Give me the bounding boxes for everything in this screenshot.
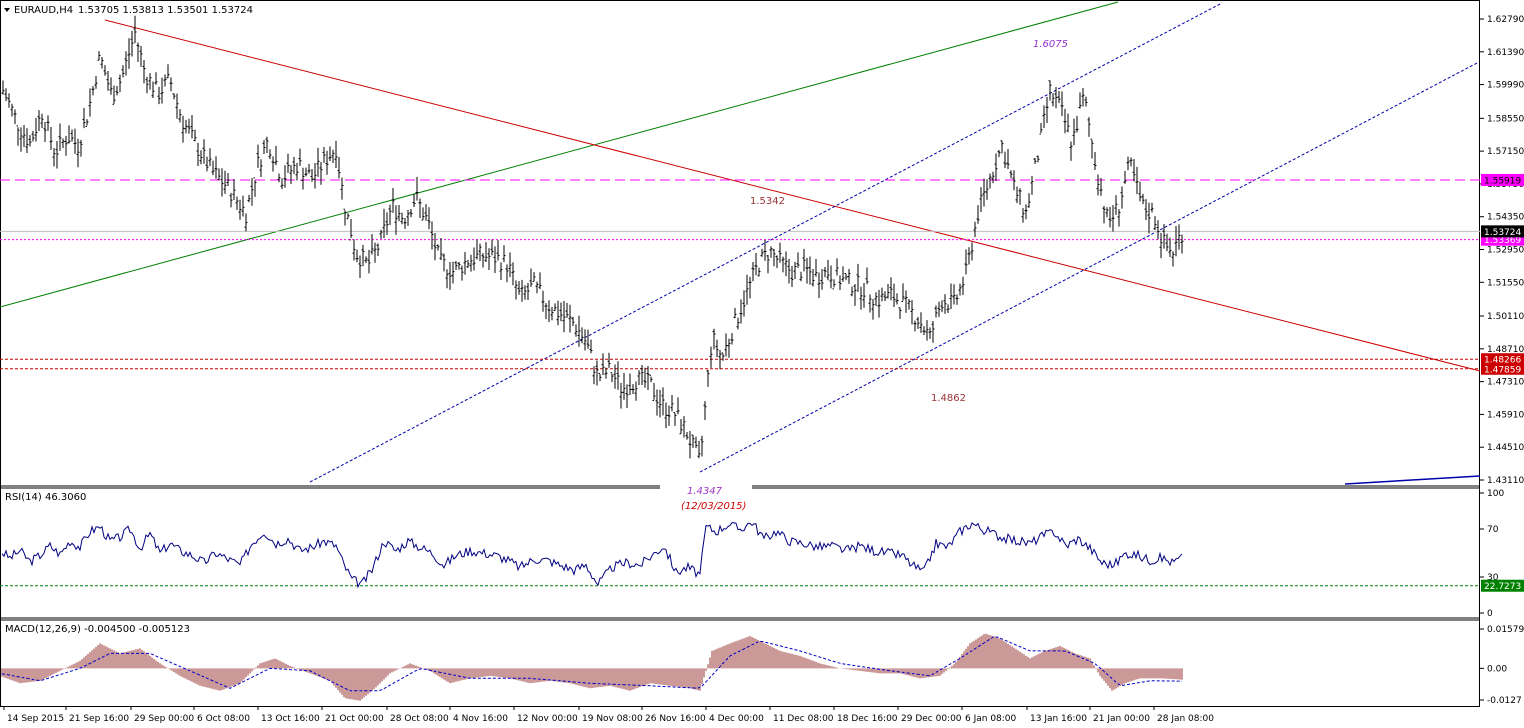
price-annotation: 1.5342 xyxy=(750,196,785,207)
rsi-pane: 100 70 30 0 22.7273 xyxy=(0,489,1524,619)
time-tick-label: 19 Nov 08:00 xyxy=(582,714,643,724)
price-tick-label: 1.52950 xyxy=(1487,246,1524,256)
dropdown-triangle-icon[interactable] xyxy=(4,8,10,12)
channel-lower-line[interactable] xyxy=(699,62,1478,473)
price-tick-label: 1.50110 xyxy=(1487,312,1524,322)
price-tick-label: 1.62790 xyxy=(1487,15,1524,25)
price-tick-label: 1.51550 xyxy=(1487,278,1524,288)
price-annotation: 1.6075 xyxy=(1033,39,1068,50)
price-annotation: 1.4862 xyxy=(931,393,966,404)
time-tick-label: 26 Nov 16:00 xyxy=(645,714,706,724)
rsi-tick-label: 0 xyxy=(1487,609,1493,619)
price-tick-label: 1.58550 xyxy=(1487,114,1524,124)
price-tick-label: 1.54350 xyxy=(1487,213,1524,223)
time-tick-label: 29 Dec 00:00 xyxy=(901,714,962,724)
time-tick-label: 11 Dec 08:00 xyxy=(773,714,834,724)
price-tag: 1.47859 xyxy=(1481,362,1524,375)
channel-upper-line[interactable] xyxy=(309,2,1223,483)
time-tick-label: 21 Jan 00:00 xyxy=(1093,714,1150,724)
price-annotation: 1.4347 xyxy=(687,486,723,497)
time-tick-label: 14 Sep 2015 xyxy=(7,714,64,724)
time-tick-label: 28 Jan 08:00 xyxy=(1157,714,1214,724)
price-tick-label: 1.45910 xyxy=(1487,410,1524,420)
price-tick-label: 1.59990 xyxy=(1487,81,1524,91)
rsi-tick-label: 30 xyxy=(1487,573,1499,583)
time-tick-label: 4 Dec 00:00 xyxy=(709,714,764,724)
ohlc-label: 1.53705 1.53813 1.53501 1.53724 xyxy=(78,5,253,16)
price-tick-label: 1.57150 xyxy=(1487,147,1524,157)
price-tag: 1.48266 xyxy=(1481,353,1524,366)
macd-tick-label: -0.0127 xyxy=(1487,696,1522,706)
price-tag-bg xyxy=(1481,362,1524,375)
red-trendline[interactable] xyxy=(104,19,1481,372)
green-trendline[interactable] xyxy=(0,1,1119,308)
time-tick-label: 28 Oct 08:00 xyxy=(390,714,449,724)
symbol-label: EURAUD,H4 xyxy=(14,5,73,16)
macd-signal-line xyxy=(1,636,1182,692)
rsi-tick-label: 100 xyxy=(1487,489,1504,499)
time-tick-label: 29 Sep 00:00 xyxy=(134,714,194,724)
price-tag-bg xyxy=(1481,353,1524,366)
macd-label: MACD(12,26,9) -0.004500 -0.005123 xyxy=(5,624,190,635)
macd-tick-label: 0.01579 xyxy=(1487,625,1524,635)
price-tag: 1.53724 xyxy=(1481,225,1524,238)
time-tick-label: 13 Jan 16:00 xyxy=(1030,714,1087,724)
price-annotation: (12/03/2015) xyxy=(681,501,746,512)
price-tag-label: 1.48266 xyxy=(1484,356,1521,366)
annotation-bg xyxy=(660,483,752,513)
rsi-level-tag-bg xyxy=(1481,579,1524,592)
time-tick-label: 12 Nov 00:00 xyxy=(517,714,578,724)
price-tag-label: 1.53724 xyxy=(1484,228,1521,238)
time-tick-label: 6 Jan 08:00 xyxy=(965,714,1017,724)
price-tag-label: 1.55919 xyxy=(1484,176,1521,186)
time-tick-label: 13 Oct 16:00 xyxy=(261,714,320,724)
trendlines xyxy=(0,1,1481,485)
horizontal-levels xyxy=(0,179,1480,370)
time-tick-label: 18 Dec 16:00 xyxy=(837,714,898,724)
time-tick-label: 4 Nov 16:00 xyxy=(453,714,508,724)
time-tick-label: 21 Sep 16:00 xyxy=(69,714,129,724)
rsi-level-tag-label: 22.7273 xyxy=(1484,582,1521,592)
price-tag-bg xyxy=(1481,173,1524,186)
chart-frame xyxy=(0,0,1480,707)
macd-tick-label: 0.00 xyxy=(1487,664,1507,674)
macd-pane: 0.01579 0.00 -0.0127 xyxy=(1,625,1524,706)
time-tick-label: 21 Oct 00:00 xyxy=(325,714,384,724)
chart-header: EURAUD,H4 1.53705 1.53813 1.53501 1.5372… xyxy=(4,5,253,16)
rsi-line xyxy=(1,522,1183,589)
price-tick-label: 1.47310 xyxy=(1487,378,1524,388)
price-tick-label: 1.61390 xyxy=(1487,48,1524,58)
price-tag-bg xyxy=(1481,225,1524,238)
price-annotations: 1.6075 1.5342 1.4862 1.4347 (12/03/2015) xyxy=(660,39,1068,513)
time-tick-label: 6 Oct 08:00 xyxy=(197,714,250,724)
price-tag-label: 1.47859 xyxy=(1484,365,1521,375)
price-tag: 1.55919 xyxy=(1481,173,1524,186)
price-bars xyxy=(1,15,1184,459)
price-tick-label: 1.43110 xyxy=(1487,476,1524,486)
rsi-label: RSI(14) 46.3060 xyxy=(5,492,86,503)
price-tick-label: 1.44510 xyxy=(1487,443,1524,453)
price-tick-label: 1.48710 xyxy=(1487,345,1524,355)
price-axis: 1.627901.613901.599901.585501.571501.557… xyxy=(1480,15,1524,486)
blue-trendline-bottom[interactable] xyxy=(1344,475,1481,485)
price-tag-label: 1.53369 xyxy=(1484,236,1521,246)
time-axis: 14 Sep 2015 21 Sep 16:00 29 Sep 00:00 6 Oct… xyxy=(3,706,1214,724)
rsi-tick-label: 70 xyxy=(1487,525,1499,535)
